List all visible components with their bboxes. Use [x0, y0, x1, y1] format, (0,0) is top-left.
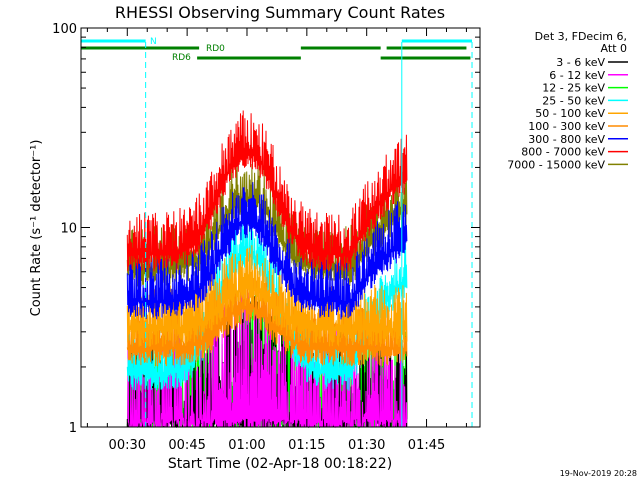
- legend-label: 6 - 12 keV: [549, 69, 605, 82]
- legend-label: 25 - 50 keV: [542, 94, 605, 107]
- flag-label-rd0: RD0: [206, 44, 225, 54]
- legend-label: 7000 - 15000 keV: [507, 158, 605, 171]
- legend-label: 300 - 800 keV: [528, 133, 605, 146]
- flag-label-n: N: [150, 37, 157, 47]
- timestamp: 19-Nov-2019 20:28: [560, 469, 637, 478]
- x-tick-label: 01:15: [288, 438, 325, 453]
- chart-title: RHESSI Observing Summary Count Rates: [115, 3, 445, 22]
- legend-label: 3 - 6 keV: [556, 56, 605, 69]
- x-tick-label: 00:30: [109, 438, 146, 453]
- series-800-7000-kev: [126, 110, 408, 272]
- x-axis-label: Start Time (02-Apr-18 00:18:22): [168, 456, 392, 472]
- x-tick-label: 01:45: [408, 438, 445, 453]
- legend-title-line-2: Att 0: [601, 42, 627, 55]
- legend-label: 800 - 7000 keV: [521, 146, 605, 159]
- x-tick-label: 01:30: [348, 438, 385, 453]
- y-tick-label: 1: [69, 421, 77, 436]
- x-tick-label: 01:00: [228, 438, 265, 453]
- series-line: [126, 182, 408, 320]
- legend-label: 12 - 25 keV: [542, 82, 605, 95]
- flag-layer: N RD0 RD6: [81, 37, 473, 427]
- y-tick-label: 100: [52, 22, 77, 37]
- x-tick-label: 00:45: [168, 438, 205, 453]
- series-line: [126, 110, 408, 272]
- series-layer: [126, 110, 408, 429]
- y-tick-label: 10: [60, 222, 77, 237]
- y-axis: 1 10 100: [52, 22, 480, 436]
- legend-label: 50 - 100 keV: [535, 107, 605, 120]
- series-300-800-kev: [126, 182, 408, 320]
- series-line: [126, 268, 408, 367]
- series-100-300-kev: [126, 268, 408, 367]
- flag-label-rd6: RD6: [172, 53, 191, 63]
- x-axis: 00:30 00:45 01:00 01:15 01:30 01:45: [86, 28, 467, 453]
- legend-title-line-1: Det 3, FDecim 6,: [535, 30, 627, 43]
- legend-label: 100 - 300 keV: [528, 120, 605, 133]
- y-axis-label: Count Rate (s⁻¹ detector⁻¹): [29, 140, 44, 317]
